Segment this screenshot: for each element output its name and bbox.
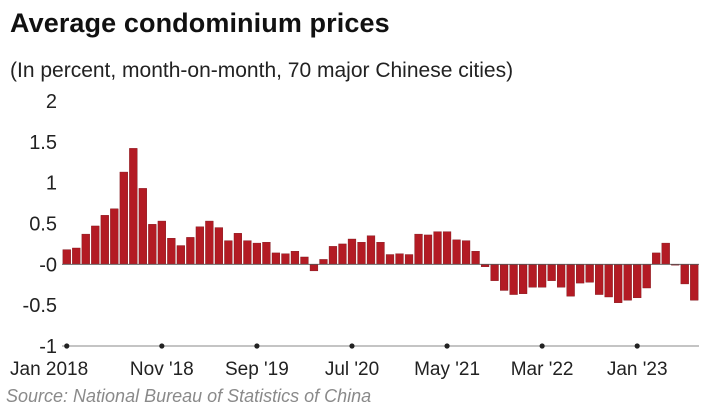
bar-4 [100, 215, 109, 265]
y-tick-label: 1 [46, 173, 57, 195]
bar-55 [585, 264, 594, 283]
bar-17 [224, 240, 233, 265]
bar-56 [595, 264, 604, 295]
chart-source: Source: National Bureau of Statistics of… [6, 386, 372, 406]
bar-59 [623, 264, 632, 301]
bar-35 [395, 253, 404, 265]
bar-3 [91, 225, 100, 265]
x-tick-label: Jul '20 [325, 359, 379, 380]
bar-6 [119, 171, 128, 265]
bar-40 [442, 231, 452, 265]
bar-27 [319, 259, 328, 265]
bar-15 [205, 220, 214, 265]
bar-34 [385, 254, 395, 265]
bar-31 [357, 242, 366, 265]
bar-33 [376, 242, 385, 265]
bar-38 [423, 234, 433, 265]
bar-49 [528, 264, 537, 288]
bar-45 [490, 264, 499, 281]
bar-13 [186, 237, 195, 265]
bar-1 [72, 247, 81, 265]
bar-48 [519, 264, 528, 294]
y-tick-label: 0.5 [29, 214, 57, 236]
bar-29 [338, 243, 347, 265]
bar-54 [576, 264, 585, 284]
bar-14 [195, 226, 204, 265]
bar-62 [652, 252, 661, 265]
bar-52 [557, 264, 566, 288]
x-tick-mark [349, 343, 355, 349]
bar-19 [243, 240, 252, 265]
bar-20 [252, 242, 262, 265]
y-tick-label: -1 [39, 336, 57, 358]
y-tick-label: 1.5 [29, 132, 57, 154]
bar-22 [271, 252, 281, 265]
bar-2 [81, 233, 90, 265]
bar-53 [566, 264, 575, 297]
bar-16 [214, 227, 223, 265]
bar-30 [347, 238, 357, 265]
bar-63 [661, 242, 670, 265]
bar-36 [404, 254, 414, 265]
bar-7 [129, 148, 138, 265]
bar-10 [157, 220, 166, 265]
x-tick-label: Jan 2018 [10, 359, 88, 380]
y-tick-label: 2 [46, 91, 57, 113]
x-tick-label: Sep '19 [225, 359, 289, 380]
x-tick-label: Nov '18 [130, 359, 194, 380]
y-tick-label: -0.5 [23, 295, 57, 317]
bar-51 [547, 264, 556, 281]
bar-11 [167, 237, 176, 265]
bar-32 [366, 235, 376, 265]
y-tick-label: -0 [39, 254, 57, 276]
x-tick-mark [539, 343, 545, 349]
x-axis-ticks: Jan 2018 Nov '18 Sep '19 Jul '20 May '21 Mar … [10, 343, 668, 380]
bar-43 [471, 251, 480, 265]
x-tick-label: May '21 [414, 359, 480, 380]
bar-24 [290, 251, 300, 265]
bar-50 [538, 264, 547, 288]
x-tick-mark [254, 343, 260, 349]
bars-group [62, 148, 699, 303]
bar-26 [309, 264, 319, 272]
y-axis-ticks: 2 1.5 1 0.5 -0 -0.5 -1 [23, 91, 57, 358]
bar-65 [680, 264, 689, 285]
bar-61 [642, 264, 651, 289]
bar-60 [633, 264, 642, 299]
bar-25 [300, 256, 309, 265]
bar-58 [614, 264, 623, 303]
x-tick-label: Jan '23 [607, 359, 668, 380]
bar-9 [148, 224, 157, 265]
bar-66 [690, 264, 699, 301]
bar-0 [62, 249, 71, 265]
bar-57 [604, 264, 613, 298]
bar-46 [500, 264, 509, 291]
bar-8 [138, 188, 147, 265]
chart-subtitle: (In percent, month-on-month, 70 major Ch… [10, 59, 514, 82]
bar-21 [262, 242, 271, 265]
bar-23 [281, 253, 290, 265]
bar-5 [110, 208, 119, 265]
x-tick-label: Mar '22 [511, 359, 574, 380]
x-tick-mark [159, 343, 165, 349]
x-tick-mark [634, 343, 640, 349]
bar-41 [452, 239, 461, 265]
bar-39 [433, 231, 442, 265]
chart-title: Average condominium prices [10, 8, 390, 38]
bar-37 [414, 233, 423, 265]
bar-28 [328, 246, 338, 265]
bar-42 [461, 240, 471, 265]
x-tick-mark [64, 343, 70, 349]
bar-18 [233, 233, 242, 265]
bar-12 [176, 245, 185, 265]
x-tick-mark [444, 343, 450, 349]
bar-47 [509, 264, 518, 295]
